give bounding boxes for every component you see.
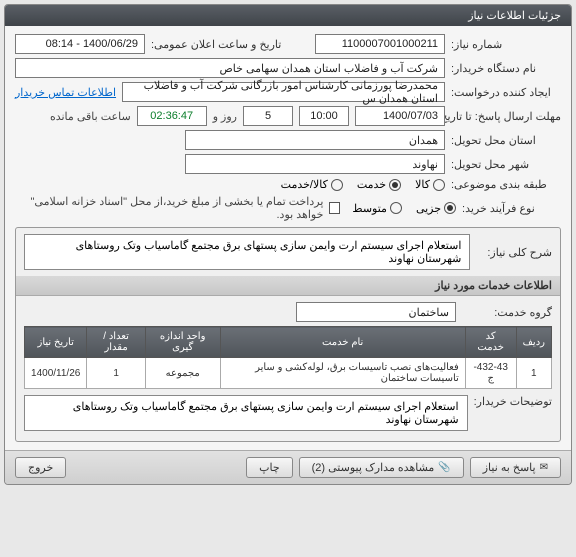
td-row: 1 (516, 358, 551, 389)
td-unit: مجموعه (145, 358, 220, 389)
footer-left-group: خروج (15, 457, 66, 478)
deadline-label: مهلت ارسال پاسخ: تا تاریخ: (451, 110, 561, 123)
table-header-row: ردیف کد خدمت نام خدمت واحد اندازه گیری ت… (25, 327, 552, 358)
radio-jozi-label: جزیی (416, 202, 441, 215)
radio-icon (389, 179, 401, 191)
exit-label: خروج (28, 461, 53, 474)
deadline-date: 1400/07/03 (355, 106, 445, 126)
services-table: ردیف کد خدمت نام خدمت واحد اندازه گیری ت… (24, 326, 552, 389)
radio-motavaset-item[interactable]: متوسط (352, 202, 402, 215)
need-title-value: استعلام اجرای سیستم ارت وایمن سازی پستها… (24, 234, 470, 270)
creator-label: ایجاد کننده درخواست: (451, 86, 561, 99)
subject-type-group: کالا خدمت کالا/خدمت (281, 178, 445, 191)
buy-type-label: نوع فرآیند خرید: (462, 202, 561, 215)
buyer-note-label: توضیحات خریدار: (474, 395, 552, 408)
panel-title: جزئیات اطلاعات نیاز (5, 5, 571, 26)
radio-kala-label: کالا (415, 178, 430, 191)
row-buyer-note: توضیحات خریدار: استعلام اجرای سیستم ارت … (24, 395, 552, 431)
radio-kala-item[interactable]: کالا (415, 178, 445, 191)
td-name: فعالیت‌های نصب تاسیسات برق، لوله‌کشی و س… (220, 358, 465, 389)
th-qty: تعداد / مقدار (87, 327, 145, 358)
radio-jozi-item[interactable]: جزیی (416, 202, 456, 215)
city-value: نهاوند (185, 154, 445, 174)
buyer-note-value: استعلام اجرای سیستم ارت وایمن سازی پستها… (24, 395, 468, 431)
attachments-label: مشاهده مدارک پیوستی (2) (312, 461, 435, 474)
need-no-value: 1100007001000211 (315, 34, 445, 54)
exit-button[interactable]: خروج (15, 457, 66, 478)
footer-bar: ✉ پاسخ به نیاز 📎 مشاهده مدارک پیوستی (2)… (5, 450, 571, 484)
time-left-suffix: ساعت باقی مانده (50, 110, 131, 123)
contact-link[interactable]: اطلاعات تماس خریدار (15, 86, 116, 99)
days-value: 5 (243, 106, 293, 126)
row-city: شهر محل تحویل: نهاوند (15, 154, 561, 174)
reply-icon: ✉ (540, 462, 548, 473)
radio-icon (331, 179, 343, 191)
td-code: 432-43-ج (465, 358, 516, 389)
province-value: همدان (185, 130, 445, 150)
reply-label: پاسخ به نیاز (483, 461, 536, 474)
th-code: کد خدمت (465, 327, 516, 358)
attachment-icon: 📎 (438, 462, 450, 473)
province-label: استان محل تحویل: (451, 134, 561, 147)
creator-value: محمدرضا پورزمانی کارشناس امور بازرگانی ش… (122, 82, 445, 102)
radio-khadamat-item[interactable]: خدمت (357, 178, 401, 191)
row-buyer: نام دستگاه خریدار: شرکت آب و فاضلاب استا… (15, 58, 561, 78)
attachments-button[interactable]: 📎 مشاهده مدارک پیوستی (2) (299, 457, 464, 478)
time-left: 02:36:47 (137, 106, 207, 126)
radio-kala-khadamat-label: کالا/خدمت (281, 178, 328, 191)
buyer-label: نام دستگاه خریدار: (451, 62, 561, 75)
row-province: استان محل تحویل: همدان (15, 130, 561, 150)
row-buy-type: نوع فرآیند خرید: جزیی متوسط پرداخت تمام … (15, 195, 561, 221)
need-no-label: شماره نیاز: (451, 38, 561, 51)
announce-label: تاریخ و ساعت اعلان عمومی: (151, 38, 281, 51)
radio-icon (444, 202, 456, 214)
print-label: چاپ (259, 461, 280, 474)
partial-pay-label: پرداخت تمام یا بخشی از مبلغ خرید،از محل … (15, 195, 323, 221)
row-service-group: گروه خدمت: ساختمان (24, 302, 552, 322)
need-subpanel-body: شرح کلی نیاز: استعلام اجرای سیستم ارت وا… (16, 228, 560, 441)
row-need-title: شرح کلی نیاز: استعلام اجرای سیستم ارت وا… (24, 234, 552, 270)
radio-icon (433, 179, 445, 191)
radio-motavaset-label: متوسط (352, 202, 387, 215)
th-date: تاریخ نیاز (25, 327, 87, 358)
table-row[interactable]: 1 432-43-ج فعالیت‌های نصب تاسیسات برق، ل… (25, 358, 552, 389)
th-unit: واحد اندازه گیری (145, 327, 220, 358)
panel-body: شماره نیاز: 1100007001000211 تاریخ و ساع… (5, 26, 571, 450)
group-label: گروه خدمت: (462, 306, 552, 319)
th-name: نام خدمت (220, 327, 465, 358)
print-button[interactable]: چاپ (246, 457, 293, 478)
th-row: ردیف (516, 327, 551, 358)
td-date: 1400/11/26 (25, 358, 87, 389)
radio-khadamat-label: خدمت (357, 178, 386, 191)
row-need-no: شماره نیاز: 1100007001000211 تاریخ و ساع… (15, 34, 561, 54)
need-details-panel: جزئیات اطلاعات نیاز شماره نیاز: 11000070… (4, 4, 572, 485)
buyer-value: شرکت آب و فاضلاب استان همدان سهامی خاص (15, 58, 445, 78)
td-qty: 1 (87, 358, 145, 389)
partial-pay-checkbox[interactable] (329, 202, 340, 214)
reply-button[interactable]: ✉ پاسخ به نیاز (470, 457, 561, 478)
need-title-label: شرح کلی نیاز: (476, 246, 552, 259)
city-label: شهر محل تحویل: (451, 158, 561, 171)
services-header: اطلاعات خدمات مورد نیاز (16, 276, 560, 296)
radio-icon (390, 202, 402, 214)
row-subject-type: طبقه بندی موضوعی: کالا خدمت کالا/خدمت (15, 178, 561, 191)
deadline-time: 10:00 (299, 106, 349, 126)
buy-type-group: جزیی متوسط (352, 202, 456, 215)
days-suffix: روز و (213, 110, 237, 123)
footer-right-group: ✉ پاسخ به نیاز 📎 مشاهده مدارک پیوستی (2)… (246, 457, 561, 478)
row-creator: ایجاد کننده درخواست: محمدرضا پورزمانی کا… (15, 82, 561, 102)
need-subpanel: شرح کلی نیاز: استعلام اجرای سیستم ارت وا… (15, 227, 561, 442)
row-deadline: مهلت ارسال پاسخ: تا تاریخ: 1400/07/03 10… (15, 106, 561, 126)
group-value: ساختمان (296, 302, 456, 322)
radio-kala-khadamat-item[interactable]: کالا/خدمت (281, 178, 343, 191)
announce-value: 1400/06/29 - 08:14 (15, 34, 145, 54)
subject-type-label: طبقه بندی موضوعی: (451, 178, 561, 191)
